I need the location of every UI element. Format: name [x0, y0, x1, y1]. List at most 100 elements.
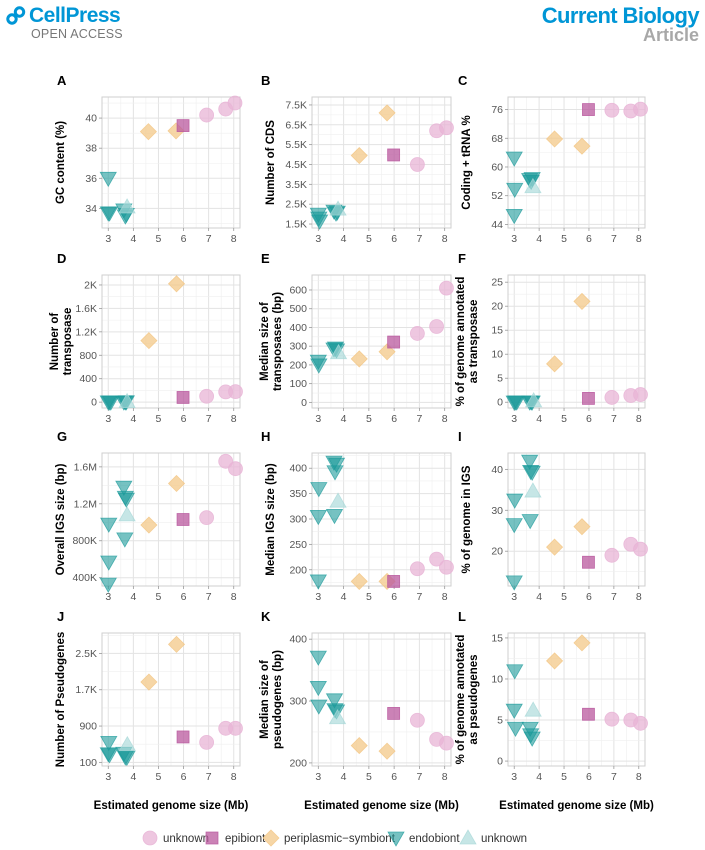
data-point-endobiont	[325, 509, 344, 525]
data-point-endobiont	[523, 465, 541, 482]
data-point-unknown-circle	[439, 559, 454, 575]
x-tick-label: 7	[206, 233, 212, 245]
y-axis-label: Median IGS size (bp)	[265, 463, 277, 576]
y-axis-label: Median size of	[259, 660, 271, 739]
data-point-unknown-circle	[439, 120, 454, 136]
panel-letter: J	[57, 609, 64, 624]
data-point-periplasmic	[140, 332, 158, 350]
x-tick-label: 4	[536, 413, 542, 425]
data-point-endobiont	[508, 395, 526, 411]
data-point-endobiont	[505, 703, 523, 719]
y-tick-label: 68	[491, 133, 503, 145]
y-axis-label: % of genome in IGS	[461, 465, 473, 573]
data-point-unknown-triangle	[328, 708, 347, 725]
data-points	[99, 275, 243, 411]
x-tick-label: 6	[586, 413, 592, 425]
article-type: Article	[642, 25, 699, 45]
data-point-endobiont	[99, 171, 117, 188]
data-point-unknown-circle	[199, 388, 215, 404]
y-tick-label: 7.5K	[285, 99, 307, 111]
y-axis-label: as pseudogenes	[468, 654, 480, 744]
y-axis-label: transposases (bp)	[272, 292, 284, 391]
data-point-unknown-circle	[604, 102, 620, 118]
data-point-epibiont	[582, 103, 595, 116]
data-points	[309, 280, 454, 374]
data-point-periplasmic	[350, 572, 368, 590]
x-tick-label: 3	[105, 591, 111, 603]
data-point-unknown-circle	[633, 715, 648, 731]
data-point-unknown-circle	[227, 95, 243, 111]
y-tick-label: 400	[289, 322, 307, 334]
data-point-unknown-triangle	[329, 343, 348, 360]
y-tick-label: 1.6K	[75, 303, 97, 315]
legend-label: periplasmic−symbiont	[284, 833, 396, 845]
data-point-endobiont	[309, 510, 328, 526]
data-point-unknown-triangle	[524, 391, 543, 408]
y-tick-label: 5	[497, 373, 503, 385]
y-tick-label: 600	[289, 284, 307, 296]
data-points	[309, 650, 454, 760]
grid	[312, 275, 451, 408]
y-tick-label: 38	[85, 143, 97, 155]
data-points	[99, 453, 243, 593]
x-tick-label: 8	[636, 233, 642, 245]
panel-j: J 3 4 5 6 7 8 100 900 1.7K 2.5K Number of Pseudogen…	[55, 609, 248, 812]
y-tick-label: 100	[289, 378, 307, 390]
y-axis-label: pseudogenes (bp)	[272, 650, 284, 749]
y-tick-label: 2.5K	[285, 199, 307, 211]
plot-frame	[311, 452, 452, 587]
publisher-logo: CellPress OPEN ACCESS	[6, 4, 123, 41]
panel-i: I 3 4 5 6 7 8 20 30 40 % of genome in IGS	[458, 429, 648, 603]
y-tick-label: 2K	[84, 279, 97, 291]
plot-frame	[507, 274, 646, 409]
data-point-unknown-triangle	[524, 701, 542, 717]
y-tick-label: 400K	[72, 572, 97, 584]
panel-d: D 3 4 5 6 7 8 0 400 800 1.2K 1.6K 2K Number of transpo…	[49, 251, 243, 425]
data-point-periplasmic	[167, 275, 186, 293]
y-tick-label: 20	[491, 301, 503, 313]
plot-frame	[101, 274, 241, 409]
data-point-unknown-circle	[228, 461, 243, 477]
data-point-unknown-circle	[604, 547, 620, 563]
y-axis-label: GC content (%)	[55, 121, 67, 204]
y-tick-label: 200	[289, 564, 307, 576]
y-tick-label: 44	[491, 219, 503, 231]
data-point-unknown-circle	[604, 390, 620, 405]
x-tick-label: 4	[130, 413, 136, 425]
panel-letter: L	[458, 609, 466, 624]
x-tick-label: 4	[536, 771, 542, 783]
data-point-periplasmic	[546, 130, 564, 148]
x-tick-label: 6	[181, 771, 187, 783]
panel-letter: B	[261, 73, 270, 88]
y-tick-label: 40	[491, 464, 503, 476]
data-point-endobiont	[505, 209, 523, 225]
x-tick-label: 3	[315, 413, 321, 425]
y-tick-label: 0	[301, 397, 307, 409]
data-point-endobiont	[100, 555, 118, 571]
legend-item-periplasmic: periplasmic−symbiont	[262, 829, 396, 847]
x-tick-label: 4	[536, 233, 542, 245]
y-axis-label: Number of CDS	[265, 120, 277, 205]
x-tick-label: 5	[156, 591, 162, 603]
x-tick-label: 6	[181, 413, 187, 425]
data-point-epibiont	[582, 707, 595, 721]
y-tick-label: 400	[289, 634, 307, 646]
x-tick-label: 4	[341, 233, 347, 245]
data-point-endobiont	[506, 182, 524, 199]
x-tick-label: 3	[511, 413, 517, 425]
data-point-epibiont	[582, 391, 595, 405]
data-point-unknown-triangle	[118, 198, 136, 214]
data-point-periplasmic	[139, 123, 157, 141]
y-tick-label: 200	[289, 757, 307, 769]
grid	[508, 275, 645, 408]
y-tick-label: 2.5K	[75, 648, 97, 660]
panel-letter: I	[458, 429, 462, 444]
legend-item-unknown-circle: unknown	[142, 830, 209, 846]
x-tick-label: 8	[442, 413, 448, 425]
x-tick-label: 8	[442, 233, 448, 245]
legend-label: unknown	[481, 833, 527, 845]
y-tick-label: 34	[85, 203, 97, 215]
x-tick-label: 8	[231, 413, 237, 425]
y-tick-label: 1.2K	[75, 326, 97, 338]
journal-header: Current Biology Article	[542, 3, 700, 46]
